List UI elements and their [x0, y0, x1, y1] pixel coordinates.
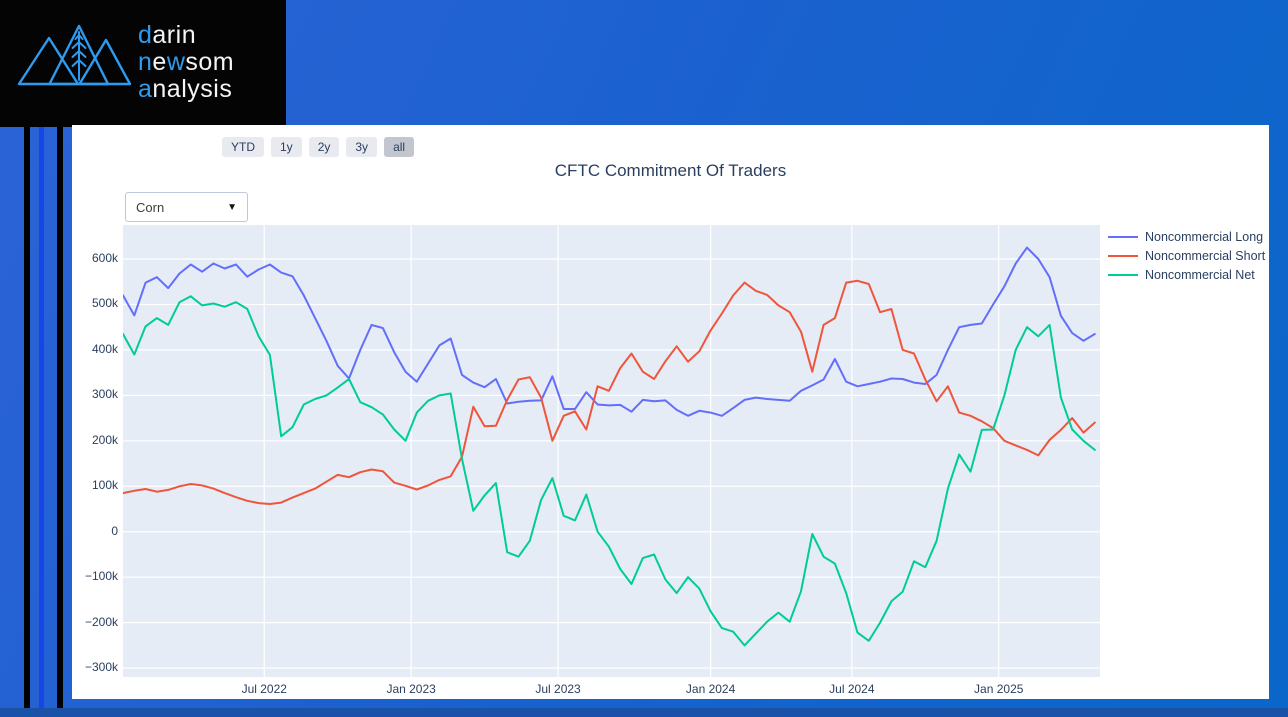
logo-block: darin newsom analysis [0, 0, 286, 127]
legend-item-noncommercial-long[interactable]: Noncommercial Long [1108, 230, 1265, 244]
y-tick-label: 300k [91, 387, 118, 402]
x-tick-label: Jul 2023 [535, 682, 581, 696]
series-line-noncommercial-long [122, 246, 1096, 417]
legend-line-swatch [1108, 274, 1138, 276]
y-tick-label: −200k [84, 614, 118, 629]
vertical-stripe-black-1 [24, 127, 30, 717]
x-tick-label: Jan 2023 [386, 682, 436, 696]
commodity-dropdown-value: Corn [136, 199, 165, 215]
y-tick-label: 0 [111, 523, 118, 538]
y-tick-label: −100k [84, 569, 118, 584]
legend-line-swatch [1108, 236, 1138, 238]
plot-area[interactable] [122, 225, 1100, 677]
brand-letter: n [138, 48, 153, 76]
range-button-ytd[interactable]: YTD [222, 137, 264, 157]
plot-canvas [122, 225, 1100, 677]
brand-letter: e [152, 48, 167, 76]
legend-item-noncommercial-short[interactable]: Noncommercial Short [1108, 249, 1265, 263]
series-line-noncommercial-short [122, 279, 1096, 505]
brand-letter: som [185, 48, 235, 76]
range-selector: YTD 1y 2y 3y all [222, 137, 415, 157]
footer-bar [0, 708, 1288, 717]
chart-card: YTD 1y 2y 3y all CFTC Commitment Of Traders … [72, 125, 1269, 699]
range-button-1y[interactable]: 1y [271, 137, 302, 157]
brand-letter: nalysis [152, 75, 233, 103]
vertical-stripe-black-2 [57, 127, 63, 717]
x-tick-label: Jul 2022 [241, 682, 287, 696]
y-tick-label: 500k [91, 296, 118, 311]
commodity-dropdown[interactable]: Corn ▼ [125, 192, 248, 222]
brand-letter: d [138, 21, 153, 49]
y-tick-label: 100k [91, 478, 118, 493]
chart-legend: Noncommercial Long Noncommercial Short Non… [1108, 230, 1265, 282]
brand-letter: w [166, 48, 186, 76]
x-tick-label: Jan 2025 [974, 682, 1024, 696]
brand-wordmark: darin newsom analysis [138, 22, 234, 103]
dropdown-arrow-icon: ▼ [227, 201, 237, 213]
legend-label: Noncommercial Long [1145, 230, 1264, 244]
vertical-stripe-blue [39, 127, 44, 717]
chart-title: CFTC Commitment Of Traders [554, 161, 787, 180]
y-tick-label: 400k [91, 341, 118, 356]
series-line-noncommercial-net [122, 295, 1096, 647]
legend-label: Noncommercial Short [1145, 249, 1266, 263]
brand-letter: arin [152, 21, 197, 49]
x-tick-label: Jan 2024 [685, 682, 736, 696]
y-tick-label: 200k [91, 432, 118, 447]
y-tick-label: −300k [84, 660, 118, 675]
range-button-2y[interactable]: 2y [308, 137, 340, 157]
legend-item-noncommercial-net[interactable]: Noncommercial Net [1108, 268, 1265, 282]
range-button-all[interactable]: all [384, 137, 415, 157]
mountains-wheat-icon [17, 24, 132, 86]
legend-label: Noncommercial Net [1145, 268, 1255, 282]
range-button-3y[interactable]: 3y [346, 137, 378, 157]
y-tick-label: 600k [91, 251, 118, 265]
x-tick-label: Jul 2024 [829, 682, 875, 696]
legend-line-swatch [1108, 255, 1138, 257]
brand-letter: a [138, 75, 153, 103]
